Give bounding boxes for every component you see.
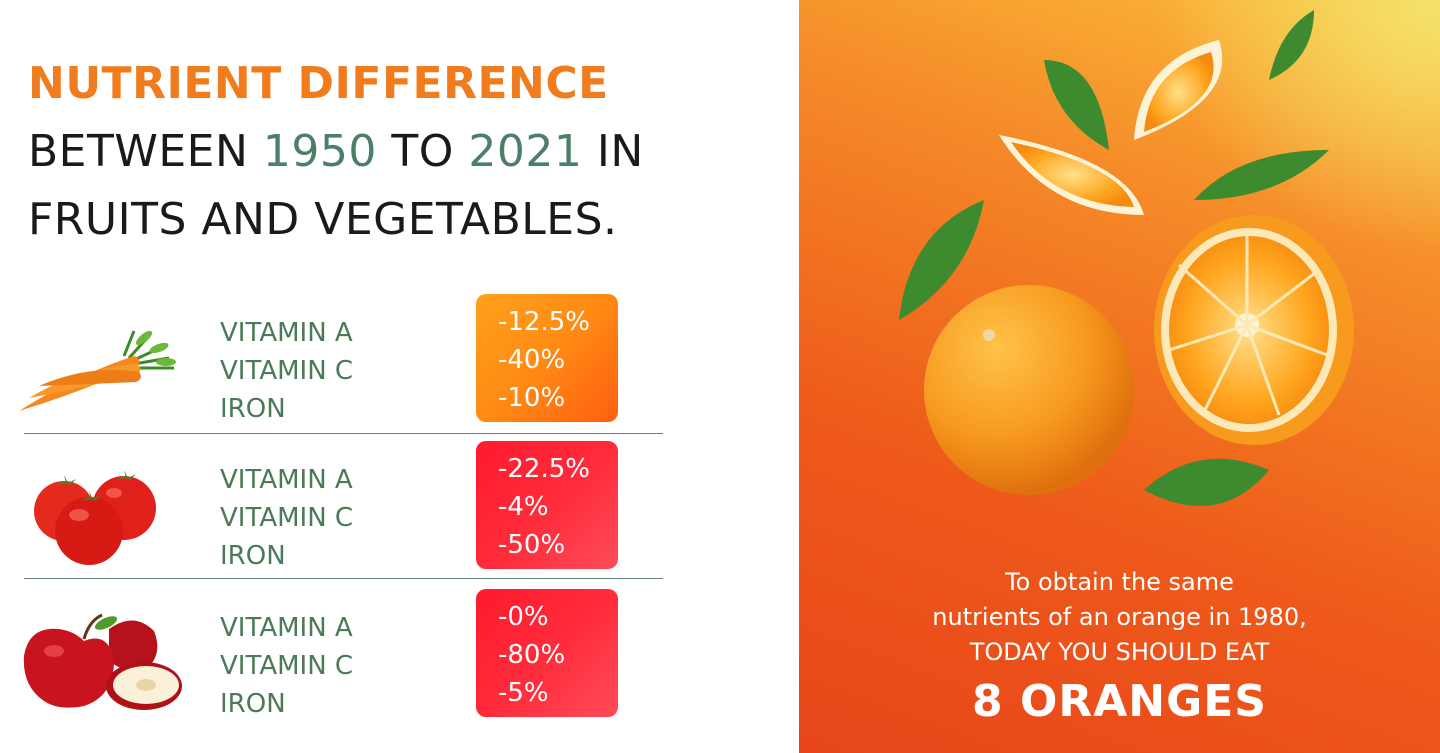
nutrient-label: VITAMIN A [220,465,353,495]
nutrient-row-carrot: VITAMIN A VITAMIN C IRON -12.5% -40% -10… [0,294,663,434]
page-title: NUTRIENT DIFFERENCE BETWEEN 1950 TO 2021… [28,50,644,254]
panel-cta: 8 ORANGES [972,676,1267,727]
nutrient-label: IRON [220,394,286,424]
title-between: BETWEEN [28,126,249,177]
percent-value: -10% [498,383,566,413]
percent-value: -5% [498,678,549,708]
nutrient-label: VITAMIN A [220,613,353,643]
title-in: IN [596,126,644,177]
panel-line-1: To obtain the same [1005,568,1234,596]
nutrient-label: VITAMIN C [220,503,354,533]
percent-value: -0% [498,602,549,632]
apple-icon [23,613,182,710]
percent-badge: -0% -80% -5% [476,589,618,717]
nutrient-label: VITAMIN C [220,651,354,681]
percent-value: -4% [498,492,549,522]
nutrient-labels: VITAMIN A VITAMIN C IRON [220,314,353,428]
percent-badge: -22.5% -4% -50% [476,441,618,569]
percent-value: -12.5% [498,307,590,337]
nutrient-row-tomato: VITAMIN A VITAMIN C IRON -22.5% -4% -50% [0,441,663,581]
nutrient-label: IRON [220,541,286,571]
title-highlight: NUTRIENT DIFFERENCE [28,58,609,109]
nutrient-label: VITAMIN A [220,318,353,348]
title-line3: FRUITS AND VEGETABLES. [28,194,618,245]
percent-badge: -12.5% -40% -10% [476,294,618,422]
nutrient-labels: VITAMIN A VITAMIN C IRON [220,461,353,575]
oranges-illustration [899,10,1354,506]
row-divider [24,433,663,434]
orange-panel: To obtain the same nutrients of an orang… [799,0,1440,753]
nutrient-label: IRON [220,689,286,719]
nutrient-row-apple: VITAMIN A VITAMIN C IRON -0% -80% -5% [0,589,663,729]
title-to: TO [391,126,454,177]
nutrient-label: VITAMIN C [220,356,354,386]
title-year-from: 1950 [262,126,377,177]
tomato-icon [34,470,156,565]
panel-line-3: TODAY YOU SHOULD EAT [969,638,1270,666]
carrot-icon [19,330,176,411]
nutrient-labels: VITAMIN A VITAMIN C IRON [220,609,353,723]
panel-line-2: nutrients of an orange in 1980, [932,603,1307,631]
percent-value: -50% [498,530,566,560]
percent-value: -40% [498,345,566,375]
percent-value: -22.5% [498,454,590,484]
percent-value: -80% [498,640,566,670]
row-divider [24,578,663,579]
title-year-to: 2021 [468,126,583,177]
